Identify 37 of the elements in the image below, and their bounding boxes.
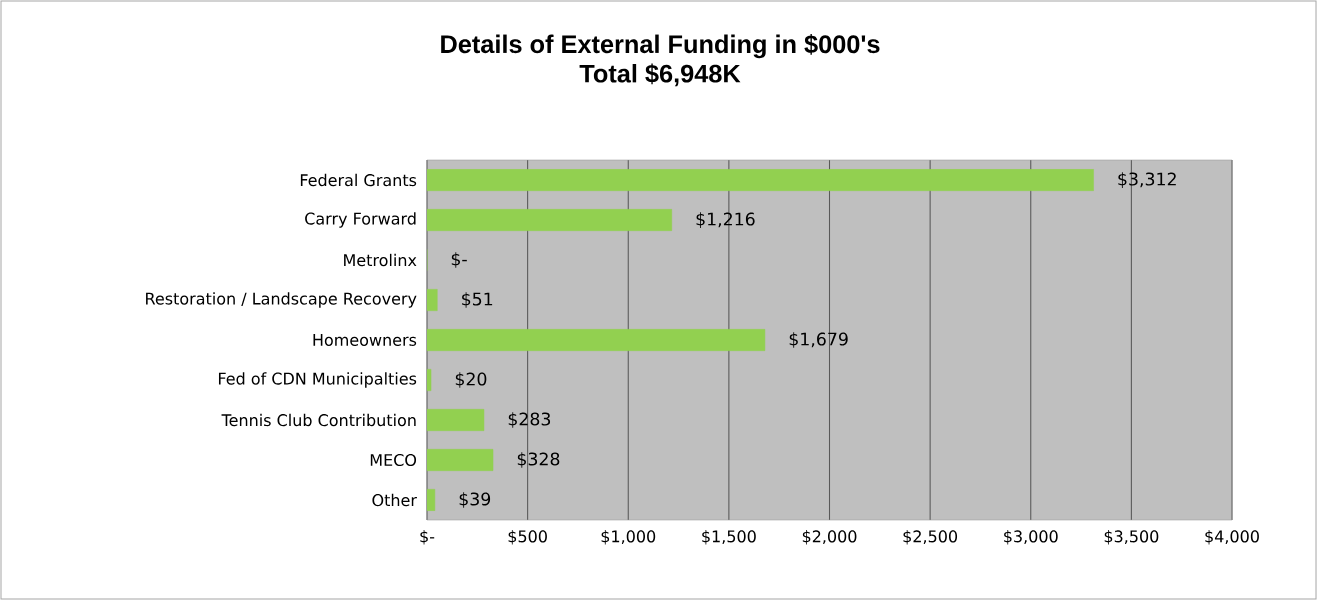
data-label: $39 bbox=[459, 492, 491, 508]
data-label: $20 bbox=[455, 372, 487, 388]
y-tick-label: Tennis Club Contribution bbox=[221, 413, 416, 427]
bar bbox=[427, 289, 438, 311]
data-label: $283 bbox=[508, 412, 551, 428]
x-tick-label: $1,500 bbox=[702, 530, 756, 545]
y-tick-label: Carry Forward bbox=[305, 212, 416, 228]
x-tick-label: $2,500 bbox=[903, 530, 958, 545]
data-label: $51 bbox=[462, 292, 493, 308]
bar bbox=[427, 369, 432, 391]
x-tick-label: $500 bbox=[508, 530, 547, 545]
bar bbox=[427, 409, 485, 431]
y-tick-label: Fed of CDN Municipalties bbox=[218, 372, 417, 388]
chart-title: Details of External Funding in $000's bbox=[441, 34, 880, 59]
bar bbox=[427, 209, 672, 231]
y-tick-label: Homeowners bbox=[313, 334, 417, 346]
x-tick-label: $4,000 bbox=[1205, 530, 1259, 545]
y-tick-label: Federal Grants bbox=[300, 173, 417, 187]
bar bbox=[427, 329, 766, 351]
x-tick-label: $- bbox=[420, 530, 435, 545]
bar bbox=[427, 489, 436, 511]
data-label: $3,312 bbox=[1118, 172, 1176, 188]
y-tick-label: Restoration / Landscape Recovery bbox=[146, 292, 417, 308]
data-label: $1,216 bbox=[696, 212, 755, 228]
x-tick-label: $2,000 bbox=[802, 530, 857, 545]
y-tick-label: Metrolinx bbox=[344, 253, 417, 267]
bar bbox=[427, 169, 1094, 191]
x-tick-label: $1,000 bbox=[601, 530, 656, 545]
bar bbox=[427, 449, 494, 471]
data-label: $- bbox=[451, 252, 467, 268]
data-label: $328 bbox=[517, 452, 560, 468]
y-tick-label: MECO bbox=[370, 453, 417, 467]
y-tick-label: Other bbox=[372, 493, 417, 507]
data-label: $1,679 bbox=[789, 332, 848, 348]
x-tick-label: $3,000 bbox=[1004, 530, 1058, 545]
chart-subtitle: Total $6,948K bbox=[579, 63, 741, 87]
x-tick-label: $3,500 bbox=[1104, 530, 1159, 545]
